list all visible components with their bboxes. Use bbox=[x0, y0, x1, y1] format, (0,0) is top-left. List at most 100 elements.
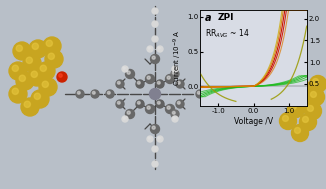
Circle shape bbox=[307, 105, 313, 112]
Circle shape bbox=[28, 68, 46, 86]
Circle shape bbox=[147, 76, 150, 79]
Circle shape bbox=[12, 65, 19, 71]
Circle shape bbox=[12, 88, 19, 94]
Circle shape bbox=[34, 93, 40, 99]
Circle shape bbox=[304, 102, 321, 119]
Circle shape bbox=[147, 46, 153, 52]
Circle shape bbox=[152, 21, 158, 27]
Circle shape bbox=[228, 91, 230, 94]
Circle shape bbox=[39, 78, 57, 96]
Circle shape bbox=[19, 75, 25, 81]
Circle shape bbox=[310, 91, 317, 97]
Circle shape bbox=[137, 101, 140, 104]
Circle shape bbox=[172, 71, 175, 74]
Circle shape bbox=[122, 116, 128, 122]
Circle shape bbox=[126, 70, 135, 78]
Circle shape bbox=[294, 81, 312, 98]
Circle shape bbox=[172, 66, 178, 72]
Circle shape bbox=[117, 101, 120, 104]
Circle shape bbox=[211, 90, 219, 98]
Circle shape bbox=[167, 76, 170, 79]
Circle shape bbox=[42, 81, 49, 88]
Circle shape bbox=[171, 70, 179, 78]
Text: a: a bbox=[205, 13, 211, 23]
Circle shape bbox=[284, 87, 301, 104]
Circle shape bbox=[57, 72, 67, 82]
Circle shape bbox=[152, 36, 158, 42]
Circle shape bbox=[24, 101, 30, 108]
Circle shape bbox=[43, 37, 61, 55]
Circle shape bbox=[31, 71, 37, 77]
Circle shape bbox=[46, 40, 52, 46]
Circle shape bbox=[156, 100, 164, 108]
Circle shape bbox=[116, 80, 124, 88]
Circle shape bbox=[173, 67, 175, 69]
Circle shape bbox=[176, 100, 184, 108]
Circle shape bbox=[282, 115, 289, 121]
Circle shape bbox=[31, 90, 49, 108]
Circle shape bbox=[32, 43, 38, 50]
Circle shape bbox=[16, 45, 22, 51]
Circle shape bbox=[152, 126, 155, 129]
Circle shape bbox=[313, 78, 319, 84]
Circle shape bbox=[116, 100, 124, 108]
Circle shape bbox=[177, 81, 180, 84]
Text: ZPI: ZPI bbox=[217, 13, 234, 22]
Circle shape bbox=[117, 81, 120, 84]
Circle shape bbox=[9, 85, 27, 103]
Circle shape bbox=[13, 42, 31, 60]
Circle shape bbox=[16, 72, 34, 90]
Circle shape bbox=[172, 111, 175, 114]
Circle shape bbox=[76, 90, 84, 98]
Circle shape bbox=[123, 117, 125, 119]
Circle shape bbox=[303, 116, 308, 122]
Circle shape bbox=[151, 54, 159, 64]
Circle shape bbox=[21, 98, 39, 116]
Circle shape bbox=[172, 116, 178, 122]
Circle shape bbox=[148, 47, 150, 49]
Circle shape bbox=[37, 62, 55, 80]
Circle shape bbox=[150, 88, 160, 99]
Circle shape bbox=[152, 146, 158, 152]
Circle shape bbox=[148, 137, 150, 139]
Circle shape bbox=[106, 90, 114, 98]
Circle shape bbox=[29, 40, 47, 58]
Circle shape bbox=[171, 110, 179, 118]
Circle shape bbox=[294, 127, 301, 133]
Circle shape bbox=[136, 100, 144, 108]
Circle shape bbox=[235, 94, 244, 104]
Circle shape bbox=[166, 74, 174, 84]
Circle shape bbox=[147, 106, 150, 109]
Circle shape bbox=[290, 103, 296, 109]
Circle shape bbox=[288, 101, 304, 118]
Circle shape bbox=[137, 81, 140, 84]
Circle shape bbox=[287, 73, 304, 90]
Circle shape bbox=[107, 91, 110, 94]
Circle shape bbox=[147, 136, 153, 142]
Circle shape bbox=[48, 53, 54, 60]
Circle shape bbox=[297, 84, 304, 89]
Circle shape bbox=[152, 8, 158, 14]
Circle shape bbox=[198, 91, 200, 94]
Circle shape bbox=[151, 125, 159, 133]
Circle shape bbox=[287, 89, 292, 95]
Circle shape bbox=[122, 66, 128, 72]
Circle shape bbox=[92, 91, 95, 94]
Circle shape bbox=[226, 90, 234, 98]
Circle shape bbox=[269, 86, 272, 89]
Circle shape bbox=[176, 80, 184, 88]
Circle shape bbox=[289, 75, 295, 81]
Circle shape bbox=[291, 125, 308, 142]
Circle shape bbox=[298, 92, 315, 109]
Circle shape bbox=[157, 136, 163, 142]
Circle shape bbox=[177, 101, 180, 104]
Circle shape bbox=[40, 65, 46, 71]
Circle shape bbox=[23, 54, 41, 72]
Circle shape bbox=[241, 90, 249, 98]
Circle shape bbox=[9, 62, 27, 80]
Circle shape bbox=[158, 47, 160, 49]
Circle shape bbox=[279, 112, 297, 129]
Circle shape bbox=[145, 74, 155, 84]
Circle shape bbox=[244, 83, 253, 91]
Circle shape bbox=[213, 91, 215, 94]
